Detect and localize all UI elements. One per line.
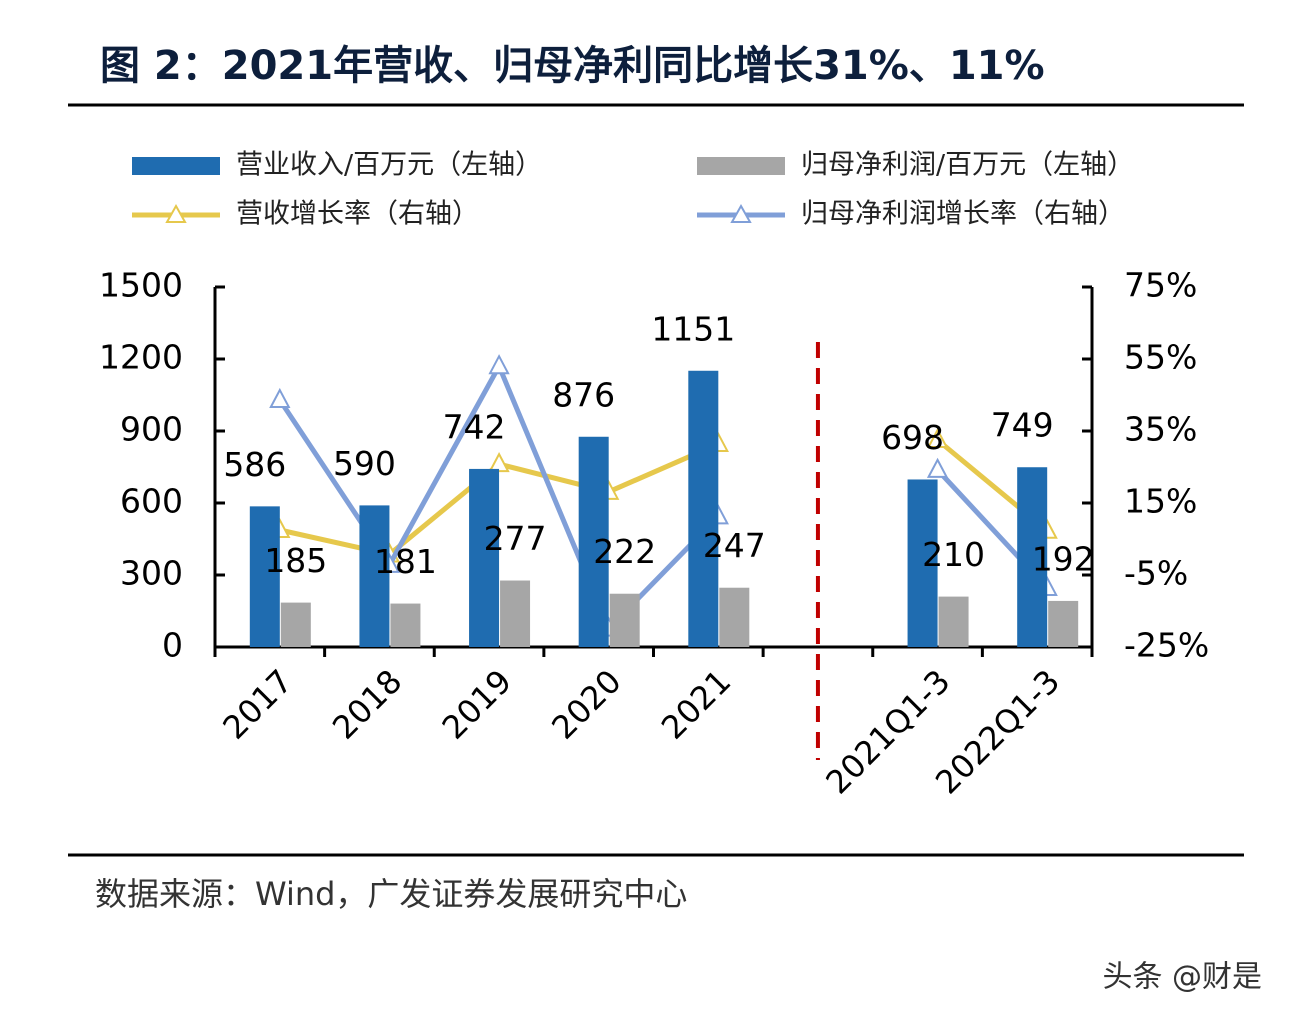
bar [1048,600,1079,647]
value-label: 1151 [651,309,735,348]
y-tick-label: 900 [120,410,183,449]
y-tick-label: 300 [120,554,183,593]
legend-swatch [132,157,220,175]
value-label: 277 [484,519,547,558]
bar [719,587,750,647]
value-label: 698 [881,418,944,457]
y2-tick-label: 75% [1124,266,1197,305]
legend-label: 归母净利润增长率（右轴） [801,199,1125,230]
chart-title: 图 2：2021年营收、归母净利同比增长31%、11% [100,43,1045,89]
bar [688,370,719,647]
x-tick-label: 2019 [435,662,519,746]
bar [500,580,531,647]
bar [907,479,938,647]
x-tick-label: 2021 [654,662,738,746]
value-label: 749 [991,406,1054,445]
bar [280,602,311,647]
value-label: 192 [1032,539,1095,578]
legend-label: 归母净利润/百万元（左轴） [801,150,1134,181]
bar [578,436,609,647]
y2-tick-label: 55% [1124,338,1197,377]
y-tick-label: 600 [120,482,183,521]
x-tick-label: 2017 [215,662,299,746]
y-tick-label: 1500 [99,266,183,305]
bar [609,593,640,647]
value-label: 222 [593,532,656,571]
value-label: 742 [443,407,506,446]
y2-tick-label: -25% [1124,626,1209,665]
legend-marker [165,203,187,223]
value-label: 181 [374,542,437,581]
legend-label: 营收增长率（右轴） [236,199,479,230]
bar [249,506,280,647]
x-tick-label: 2018 [325,662,409,746]
value-label: 247 [703,526,766,565]
y2-tick-label: 15% [1124,482,1197,521]
bar [390,603,421,647]
bar [1017,467,1048,647]
source: 数据来源：Wind，广发证券发展研究中心 [95,875,687,913]
line-marker [926,427,949,448]
value-label: 876 [552,375,615,414]
legend-marker [730,203,752,223]
line-marker [926,457,949,478]
value-label: 586 [223,445,286,484]
value-label: 590 [333,444,396,483]
y-tick-label: 1200 [99,338,183,377]
bar [938,596,969,647]
bar [359,505,390,647]
x-tick-label: 2020 [544,662,628,746]
line-marker [488,451,510,473]
legend-label: 营业收入/百万元（左轴） [236,150,542,181]
y2-tick-label: -5% [1124,554,1188,593]
line-marker [269,387,291,409]
value-label: 210 [922,535,985,574]
y2-tick-label: 35% [1124,410,1197,449]
watermark: 头条 @财是 [1102,960,1262,995]
value-label: 185 [264,541,327,580]
bar [469,468,500,647]
line-marker [488,354,510,375]
y-tick-label: 0 [162,626,183,665]
legend-swatch [697,157,785,175]
